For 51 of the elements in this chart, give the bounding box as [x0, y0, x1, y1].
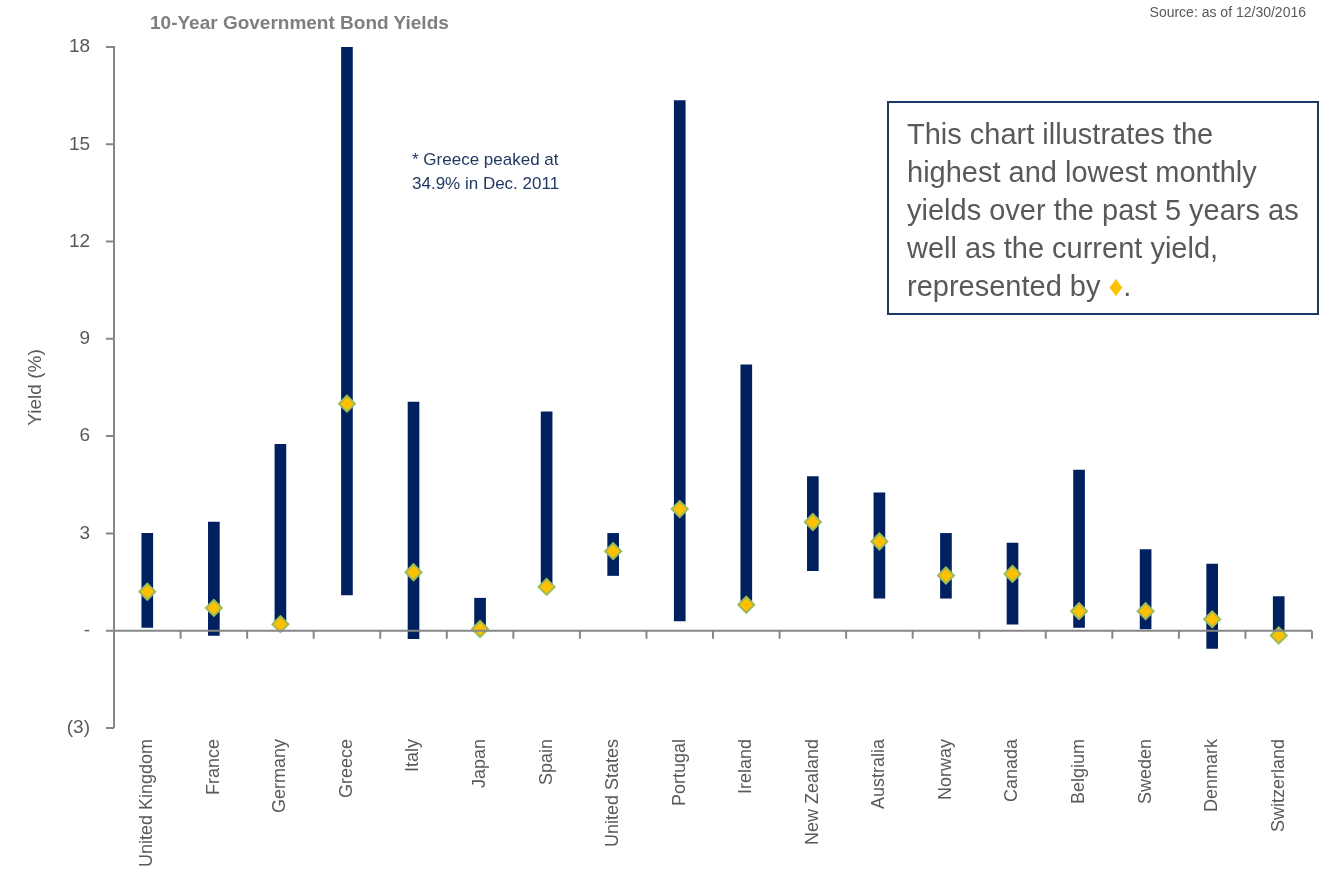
x-tick-label: Spain: [535, 738, 556, 785]
x-tick-label: Switzerland: [1267, 738, 1288, 832]
point: [1203, 610, 1222, 629]
point: [936, 566, 955, 585]
point: [138, 582, 157, 601]
point: [204, 598, 223, 617]
x-tick-label: Norway: [934, 738, 955, 800]
y-axis-title: Yield (%): [23, 349, 45, 426]
point: [271, 615, 290, 634]
point: [1070, 602, 1089, 621]
point: [737, 595, 756, 614]
y-tick-label: 6: [79, 424, 91, 446]
x-tick-label: United States: [602, 738, 623, 847]
point: [1269, 626, 1288, 645]
bar: [341, 47, 353, 596]
chart-title: 10-Year Government Bond Yields: [150, 12, 449, 34]
x-tick-label: France: [202, 738, 223, 795]
x-tick-label: Japan: [469, 738, 490, 788]
y-tick-label: 3: [79, 521, 91, 543]
y-tick-label: 18: [68, 35, 91, 57]
x-tick-label: Australia: [868, 737, 889, 809]
y-tick-label: 15: [68, 132, 91, 154]
x-tick-label: Belgium: [1068, 738, 1089, 804]
x-tick-label: Sweden: [1134, 738, 1155, 804]
x-tick-label: Denmark: [1201, 737, 1222, 812]
point: [537, 577, 556, 596]
y-tick-label: 9: [79, 327, 91, 349]
x-tick-label: United Kingdom: [136, 738, 157, 867]
annotation: This chart illustrates the highest and lowest monthly yields over the past 5 years as well as the current yield, represented by ♦.: [887, 101, 1319, 315]
annotation: * Greece peaked at 34.9% in Dec. 2011: [412, 149, 561, 195]
x-tick-label: Canada: [1001, 737, 1022, 802]
x-tick-label: Portugal: [668, 738, 689, 806]
x-tick-label: Ireland: [735, 738, 756, 794]
point: [404, 563, 423, 582]
point: [604, 542, 623, 561]
bar: [1073, 469, 1085, 628]
y-tick-label: 12: [68, 229, 91, 251]
point: [803, 513, 822, 532]
bar: [673, 100, 686, 622]
point: [337, 394, 356, 413]
point: [670, 500, 689, 519]
y-tick-label: -: [83, 618, 91, 640]
x-tick-label: New Zealand: [801, 738, 822, 845]
point: [870, 532, 889, 551]
point: [1136, 602, 1155, 621]
point: [1003, 564, 1022, 583]
y-tick-label: (3): [66, 716, 91, 738]
source-note: Source: as of 12/30/2016: [1149, 4, 1306, 20]
x-tick-label: Italy: [402, 738, 423, 772]
x-tick-label: Greece: [335, 738, 356, 798]
x-tick-label: Germany: [269, 738, 290, 813]
